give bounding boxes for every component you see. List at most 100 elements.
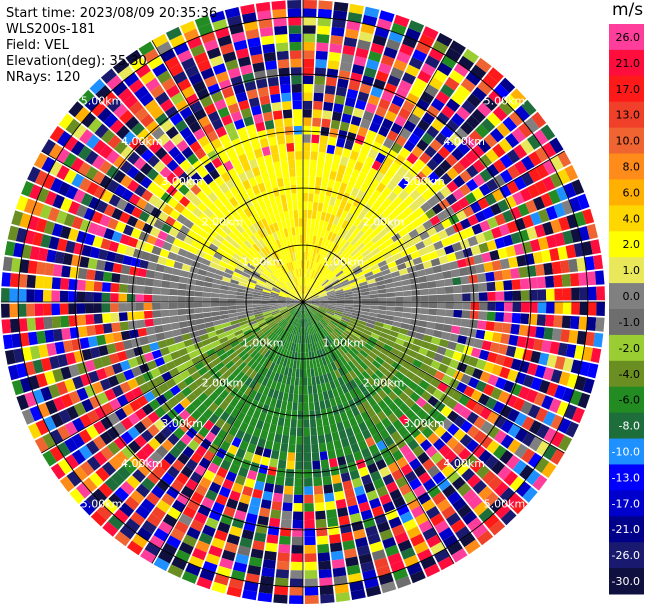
velocity-gate	[452, 188, 465, 201]
velocity-gate	[596, 302, 605, 316]
velocity-gate	[127, 357, 139, 369]
velocity-gate	[95, 259, 106, 271]
velocity-gate	[100, 238, 112, 250]
velocity-gate	[314, 323, 320, 332]
velocity-gate	[287, 151, 295, 161]
velocity-gate	[418, 471, 432, 485]
velocity-gate	[418, 379, 430, 390]
velocity-gate	[342, 148, 352, 159]
velocity-gate	[276, 560, 290, 571]
velocity-gate	[211, 340, 221, 348]
velocity-gate	[327, 305, 337, 309]
velocity-gate	[412, 234, 423, 245]
velocity-gate	[202, 173, 214, 185]
velocity-gate	[165, 234, 176, 244]
velocity-gate	[464, 453, 478, 468]
velocity-gate	[221, 422, 232, 433]
velocity-gate	[446, 167, 459, 180]
velocity-gate	[582, 378, 595, 394]
velocity-gate	[350, 187, 360, 197]
velocity-gate	[334, 287, 343, 292]
velocity-gate	[160, 48, 176, 63]
velocity-gate	[265, 266, 274, 274]
velocity-gate	[265, 281, 274, 287]
velocity-gate	[335, 270, 344, 278]
velocity-gate	[486, 163, 500, 178]
velocity-gate	[193, 511, 208, 525]
velocity-gate	[462, 247, 473, 258]
velocity-gate	[492, 143, 506, 158]
velocity-gate	[375, 255, 385, 264]
velocity-gate	[270, 323, 279, 331]
velocity-gate	[188, 121, 202, 134]
velocity-gate	[236, 126, 248, 138]
velocity-gate	[387, 352, 398, 361]
velocity-gate	[179, 409, 191, 421]
range-ring-label: 2.00km	[363, 377, 405, 390]
velocity-gate	[434, 400, 446, 412]
velocity-gate	[230, 407, 241, 419]
velocity-gate	[143, 294, 153, 302]
velocity-gate	[126, 293, 136, 302]
velocity-gate	[271, 290, 280, 295]
velocity-gate	[557, 246, 568, 260]
velocity-gate	[390, 430, 402, 443]
velocity-gate	[369, 309, 379, 314]
velocity-gate	[217, 35, 232, 47]
velocity-gate	[138, 41, 155, 56]
colorbar-tick-label: -30.0	[612, 575, 640, 588]
velocity-gate	[339, 121, 350, 132]
velocity-gate	[176, 214, 188, 225]
velocity-gate	[296, 335, 300, 344]
velocity-gate	[377, 242, 388, 252]
velocity-gate	[225, 178, 236, 190]
velocity-gate	[285, 469, 295, 478]
velocity-gate	[295, 159, 303, 168]
velocity-gate	[571, 302, 580, 315]
velocity-gate	[257, 515, 269, 526]
velocity-gate	[65, 352, 77, 365]
velocity-gate	[51, 303, 61, 316]
velocity-gate	[380, 348, 391, 357]
velocity-gate	[202, 123, 215, 135]
velocity-gate	[364, 577, 379, 589]
velocity-gate	[349, 379, 358, 389]
velocity-gate	[361, 429, 372, 440]
velocity-gate	[267, 388, 275, 398]
velocity-gate	[205, 517, 219, 530]
velocity-gate	[438, 527, 454, 541]
velocity-gate	[9, 318, 20, 333]
velocity-gate	[345, 372, 354, 382]
velocity-gate	[68, 101, 84, 118]
velocity-gate	[254, 392, 263, 402]
velocity-gate	[175, 472, 189, 485]
velocity-gate	[127, 179, 140, 193]
velocity-gate	[411, 289, 421, 296]
velocity-gate	[224, 7, 241, 19]
velocity-gate	[48, 160, 63, 177]
velocity-gate	[422, 237, 433, 247]
velocity-gate	[194, 313, 204, 320]
velocity-gate	[290, 307, 297, 314]
velocity-gate	[312, 280, 318, 289]
velocity-gate	[417, 548, 433, 562]
velocity-gate	[449, 69, 465, 84]
velocity-gate	[304, 494, 314, 504]
velocity-gate	[34, 275, 45, 289]
velocity-gate	[493, 270, 504, 281]
velocity-gate	[193, 254, 204, 263]
velocity-gate	[299, 268, 302, 277]
velocity-gate	[278, 296, 287, 300]
velocity-gate	[502, 234, 514, 247]
velocity-gate	[347, 360, 356, 370]
velocity-gate	[382, 323, 393, 330]
velocity-gate	[353, 344, 362, 353]
velocity-gate	[119, 234, 131, 245]
velocity-gate	[298, 326, 301, 336]
velocity-gate	[97, 107, 112, 123]
velocity-gate	[529, 289, 538, 301]
velocity-gate	[187, 212, 199, 224]
velocity-gate	[297, 309, 301, 318]
colorbar-bins: 26.021.017.013.010.08.06.04.02.01.00.0-1…	[609, 24, 644, 595]
velocity-gate	[286, 300, 295, 302]
